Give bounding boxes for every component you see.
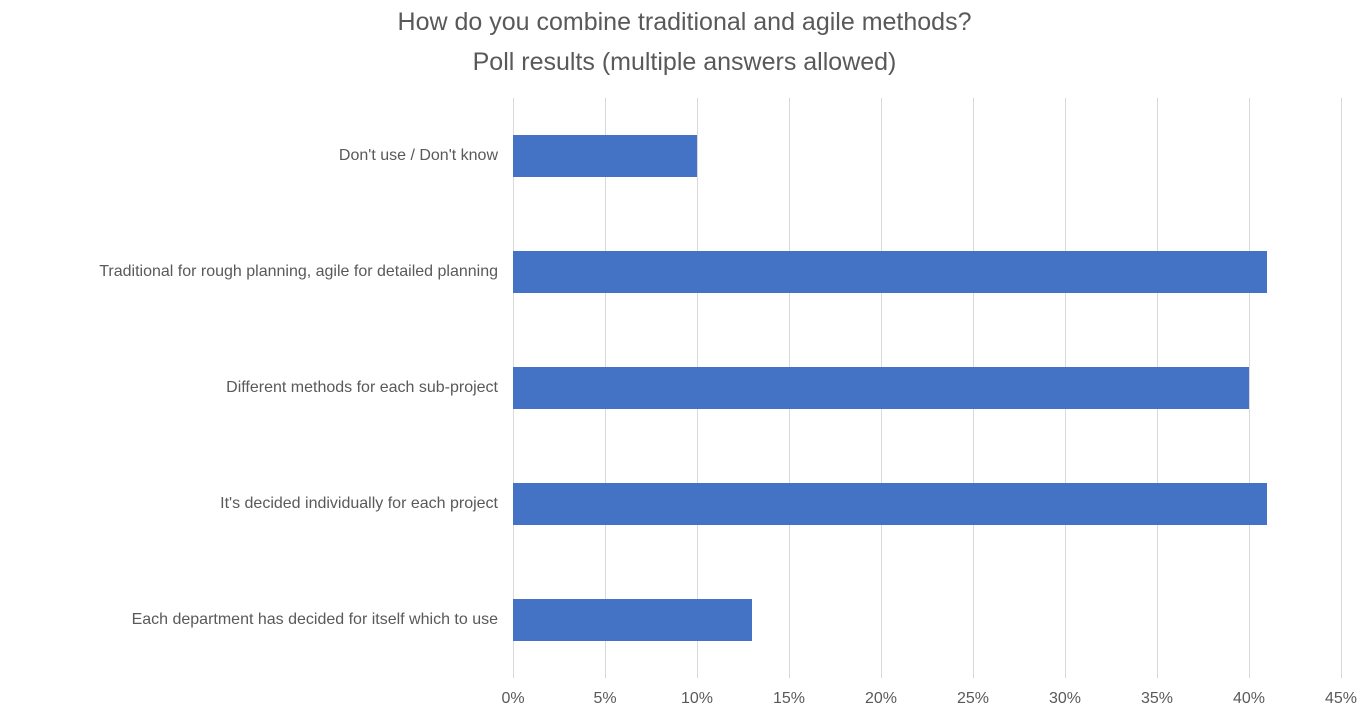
category-label: Each department has decided for itself w… [131,611,498,628]
bar [513,251,1268,293]
x-tick-label: 35% [1140,690,1174,707]
bar [513,599,753,641]
x-tick-label: 10% [680,690,714,707]
x-tick-label: 25% [956,690,990,707]
x-tick-label: 45% [1324,690,1358,707]
gridline-40% [1249,98,1250,678]
category-label: Traditional for rough planning, agile fo… [99,263,498,280]
bar [513,483,1268,525]
x-tick-label: 30% [1048,690,1082,707]
chart-title-line-1: How do you combine traditional and agile… [397,8,972,36]
chart-title: How do you combine traditional and agile… [0,2,1369,82]
gridline-45% [1341,98,1342,678]
bar [513,367,1249,409]
chart-title-line-2: Poll results (multiple answers allowed) [472,48,897,76]
x-tick-label: 20% [864,690,898,707]
category-label: Different methods for each sub-project [226,379,498,396]
x-tick-label: 5% [593,690,617,707]
category-label: Don't use / Don't know [338,147,498,164]
bar [513,135,697,177]
plot-area [513,98,1342,678]
x-tick-label: 15% [772,690,806,707]
category-label: It's decided individually for each proje… [220,495,498,512]
x-tick-label: 0% [501,690,525,707]
x-tick-label: 40% [1232,690,1266,707]
